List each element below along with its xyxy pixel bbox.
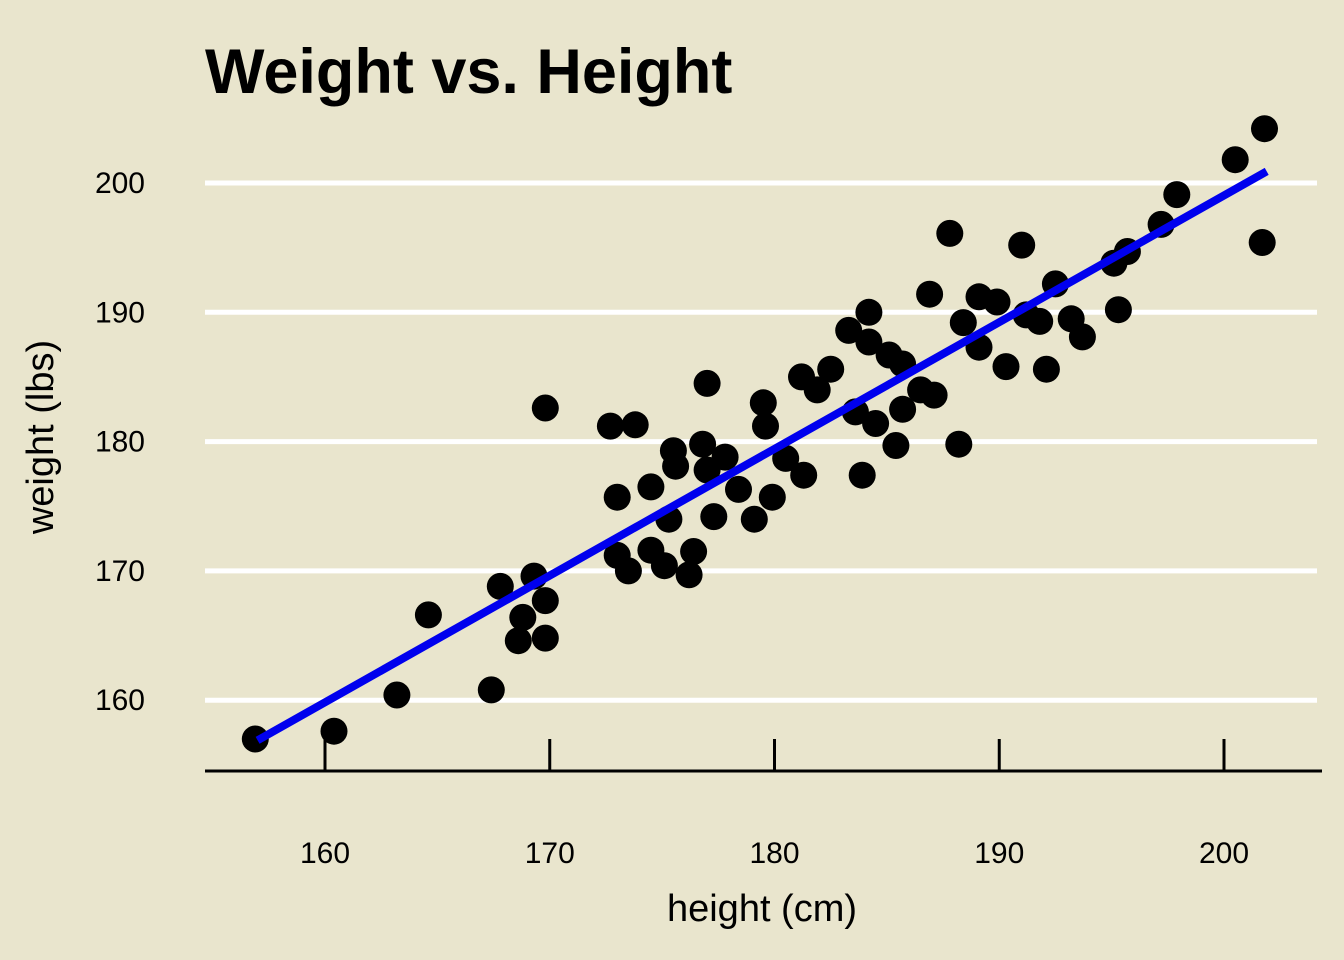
scatter-point	[680, 538, 708, 565]
scatter-point	[889, 395, 917, 423]
scatter-point	[758, 483, 786, 511]
x-tick-label: 170	[525, 837, 575, 870]
scatter-point	[1008, 231, 1036, 259]
scatter-point	[790, 461, 818, 489]
scatter-point	[855, 328, 883, 356]
scatter-point	[477, 676, 505, 704]
scatter-point	[662, 452, 690, 480]
scatter-point	[920, 381, 948, 409]
y-tick-label: 170	[95, 555, 145, 588]
scatter-point	[1068, 323, 1096, 351]
x-axis-label: height (cm)	[667, 888, 857, 930]
scatter-point	[637, 473, 665, 501]
scatter-point	[848, 461, 876, 489]
scatter-point	[855, 298, 883, 326]
chart-title: Weight vs. Height	[205, 37, 732, 107]
scatter-point	[936, 219, 964, 247]
scatter-point	[862, 410, 890, 437]
axis-tick-labels: 200 190 180 170 160 160 170 180 190 200	[95, 167, 1249, 870]
scatter-point	[603, 483, 631, 511]
scatter-point	[693, 369, 721, 397]
scatter-point	[531, 394, 559, 422]
scatter-points	[241, 115, 1278, 753]
scatter-point	[740, 505, 768, 533]
scatter-point	[749, 389, 777, 417]
x-tick-label: 180	[749, 837, 799, 870]
x-tick-label: 190	[974, 837, 1024, 870]
scatter-point	[992, 353, 1020, 381]
scatter-point	[772, 444, 800, 472]
scatter-point	[945, 430, 973, 458]
scatter-point	[983, 288, 1011, 316]
scatter-point	[241, 725, 269, 753]
scatter-point	[752, 412, 779, 440]
scatter-point	[383, 681, 411, 709]
scatter-point	[486, 572, 514, 600]
scatter-point	[835, 316, 863, 344]
x-tick-label: 160	[300, 837, 350, 870]
y-tick-label: 160	[95, 684, 145, 717]
scatter-point	[414, 601, 442, 629]
scatter-point	[320, 717, 348, 745]
scatter-point	[531, 587, 559, 615]
scatter-point	[1221, 146, 1249, 174]
scatter-point	[882, 432, 910, 459]
scatter-point	[949, 309, 977, 337]
y-axis-label: weight (lbs)	[20, 340, 62, 535]
scatter-point	[1248, 229, 1276, 256]
axes	[205, 739, 1322, 773]
y-tick-label: 190	[95, 296, 145, 329]
scatter-point	[596, 412, 624, 440]
scatter-point	[650, 552, 678, 580]
scatter-point	[803, 376, 831, 404]
scatter-point	[531, 624, 559, 652]
scatter-point	[693, 456, 721, 484]
scatter-point	[509, 603, 537, 631]
scatter-point	[1026, 307, 1054, 335]
scatter-point	[725, 475, 752, 503]
scatter-point	[1104, 296, 1132, 324]
scatter-point	[689, 430, 717, 458]
y-tick-label: 200	[95, 167, 145, 200]
scatter-point	[916, 280, 944, 308]
scatter-point	[1032, 355, 1060, 383]
trend-line	[255, 167, 1269, 744]
scatter-point	[1251, 115, 1278, 143]
scatter-point	[614, 557, 642, 585]
scatter-point	[621, 411, 649, 439]
scatter-point	[675, 561, 703, 589]
trend-line-group	[255, 167, 1269, 744]
scatter-point	[1163, 181, 1191, 209]
scatter-point	[700, 503, 728, 531]
scatter-point	[817, 355, 845, 383]
x-tick-label: 200	[1199, 837, 1249, 870]
scatter-point	[504, 627, 532, 655]
y-tick-label: 180	[95, 426, 145, 459]
